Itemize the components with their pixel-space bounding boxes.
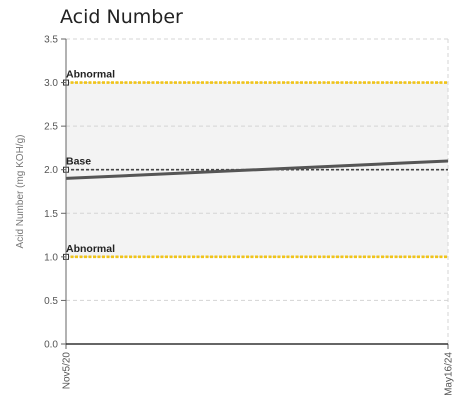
y-tick-label: 1.5 (44, 209, 58, 220)
x-tick-label: May16/24 (444, 352, 455, 396)
reference-line-label: Abnormal (66, 69, 115, 81)
y-tick-label: 0.0 (44, 340, 58, 351)
reference-line-label: Base (66, 156, 91, 168)
y-tick-label: 2.5 (44, 122, 58, 133)
x-tick-label: Nov5/20 (62, 352, 73, 390)
chart-title: Acid Number (60, 6, 183, 28)
y-tick-label: 1.0 (44, 252, 58, 263)
y-axis-title: Acid Number (mg KOH/g) (15, 135, 26, 249)
reference-line-label: Abnormal (66, 243, 115, 255)
series-line (65, 159, 449, 180)
y-tick-label: 0.5 (44, 296, 58, 307)
y-tick-label: 3.5 (44, 35, 58, 46)
y-tick-label: 3.0 (44, 78, 58, 89)
y-tick-label: 2.0 (44, 165, 58, 176)
